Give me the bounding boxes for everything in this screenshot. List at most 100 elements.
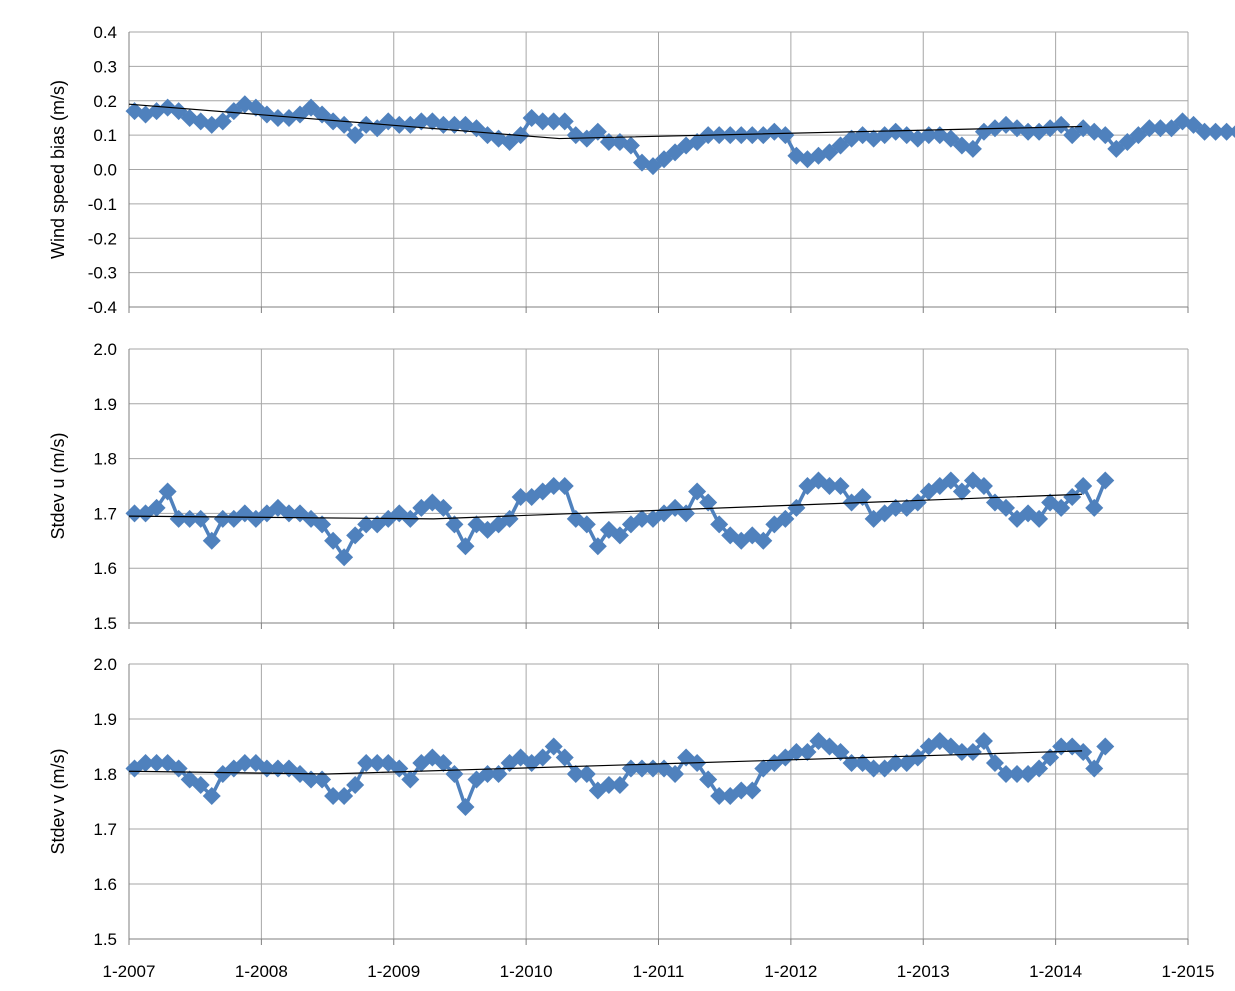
data-point-marker	[544, 737, 563, 756]
data-point-marker	[202, 787, 221, 805]
data-point-marker	[974, 732, 993, 750]
data-point-marker	[787, 743, 806, 761]
data-point-marker	[831, 743, 850, 761]
data-point-marker	[335, 548, 354, 567]
data-point-marker	[699, 493, 718, 512]
data-point-marker	[1030, 509, 1049, 528]
data-point-marker	[1096, 471, 1115, 490]
y-tick-label: -0.3	[88, 264, 117, 283]
data-point-marker	[544, 477, 563, 495]
y-tick-label: 1.5	[93, 614, 117, 633]
data-point-marker	[864, 759, 883, 778]
data-point-marker	[335, 787, 354, 805]
y-axis-title: Stdev v (m/s)	[48, 748, 68, 854]
data-point-marker	[434, 754, 453, 772]
data-point-marker	[886, 754, 905, 772]
data-point-marker	[346, 126, 365, 145]
data-point-marker	[456, 537, 475, 556]
trend-line	[128, 103, 1083, 140]
chart-panel-2: 2.0 1.9 1.8 1.7 1.6 1.5 Stdev u (m/s)	[48, 340, 1189, 633]
data-point-marker	[434, 498, 453, 517]
data-point-marker	[169, 759, 188, 778]
x-tick-label: 1-2011	[633, 962, 685, 981]
data-point-marker	[191, 776, 210, 794]
data-point-marker	[180, 509, 199, 528]
trend-line	[128, 750, 1083, 775]
data-point-marker	[1228, 125, 1235, 139]
data-point-marker	[787, 498, 806, 517]
data-point-marker	[346, 526, 365, 545]
data-point-marker	[996, 498, 1015, 517]
y-tick-label: -0.1	[88, 195, 117, 214]
data-point-marker	[974, 477, 993, 495]
x-tick-label: 1-2014	[1029, 962, 1082, 981]
y-tick-label: -0.2	[88, 229, 117, 248]
data-point-marker	[147, 754, 166, 772]
data-point-marker	[941, 471, 960, 490]
data-point-marker	[533, 112, 552, 131]
y-tick-label: 0.4	[93, 23, 117, 42]
data-point-marker	[1195, 122, 1214, 141]
data-point-marker	[313, 515, 332, 534]
data-point-marker	[346, 776, 365, 794]
data-point-marker	[555, 477, 574, 495]
y-tick-label: 0.2	[93, 92, 117, 111]
data-point-marker	[313, 770, 332, 789]
data-point-marker	[1085, 759, 1104, 778]
data-point-marker	[1030, 759, 1049, 778]
trend-line	[128, 493, 1083, 520]
data-point-marker	[1052, 115, 1071, 134]
x-tick-label: 1-2008	[235, 962, 288, 981]
data-point-marker	[577, 515, 596, 534]
data-point-marker	[158, 482, 177, 501]
data-point-marker	[1074, 477, 1093, 495]
data-point-marker	[1206, 122, 1225, 141]
y-tick-label: 1.7	[93, 820, 117, 839]
data-point-marker	[963, 139, 982, 158]
data-point-marker	[1140, 119, 1159, 138]
y-tick-label: 1.8	[93, 765, 117, 784]
data-point-marker	[996, 765, 1015, 783]
data-point-marker	[743, 126, 762, 145]
data-point-marker	[908, 748, 927, 767]
data-point-marker	[1096, 737, 1115, 756]
data-point-marker	[963, 743, 982, 761]
data-point-marker	[588, 537, 607, 556]
data-point-marker	[710, 787, 729, 805]
data-point-marker	[268, 108, 287, 127]
data-point-marker	[533, 748, 552, 767]
y-tick-label: 1.7	[93, 504, 117, 523]
data-point-marker	[985, 754, 1004, 772]
data-point-marker	[390, 759, 409, 778]
data-point-marker	[511, 487, 530, 506]
data-point-marker	[235, 754, 254, 772]
data-point-marker	[666, 765, 685, 783]
data-point-marker	[357, 754, 376, 772]
data-point-marker	[125, 504, 144, 523]
y-tick-label: 1.6	[93, 559, 117, 578]
data-point-marker	[1096, 126, 1115, 145]
data-point-marker	[677, 504, 696, 523]
data-point-marker	[577, 765, 596, 783]
data-point-marker	[621, 136, 640, 155]
data-point-marker	[886, 498, 905, 517]
data-point-marker	[324, 531, 343, 550]
y-tick-label: 1.6	[93, 875, 117, 894]
data-point-marker	[555, 748, 574, 767]
data-point-marker	[213, 509, 232, 528]
x-tick-label: 1-2007	[103, 962, 156, 981]
data-point-marker	[655, 504, 674, 523]
y-axis-title: Wind speed bias (m/s)	[48, 80, 68, 259]
y-tick-label: 1.9	[93, 710, 117, 729]
data-point-marker	[500, 509, 519, 528]
data-point-marker	[401, 770, 420, 789]
data-point-marker	[147, 498, 166, 517]
data-point-marker	[776, 126, 795, 145]
data-point-marker	[1085, 498, 1104, 517]
data-point-marker	[1217, 122, 1235, 141]
chart-panel-1: 0.4 0.3 0.2 0.1 0.0 -0.1 -0.2 -0.3 -0.4 Wind spee…	[48, 23, 1235, 317]
data-point-marker	[831, 477, 850, 495]
data-point-marker	[908, 493, 927, 512]
data-point-marker	[566, 765, 585, 783]
